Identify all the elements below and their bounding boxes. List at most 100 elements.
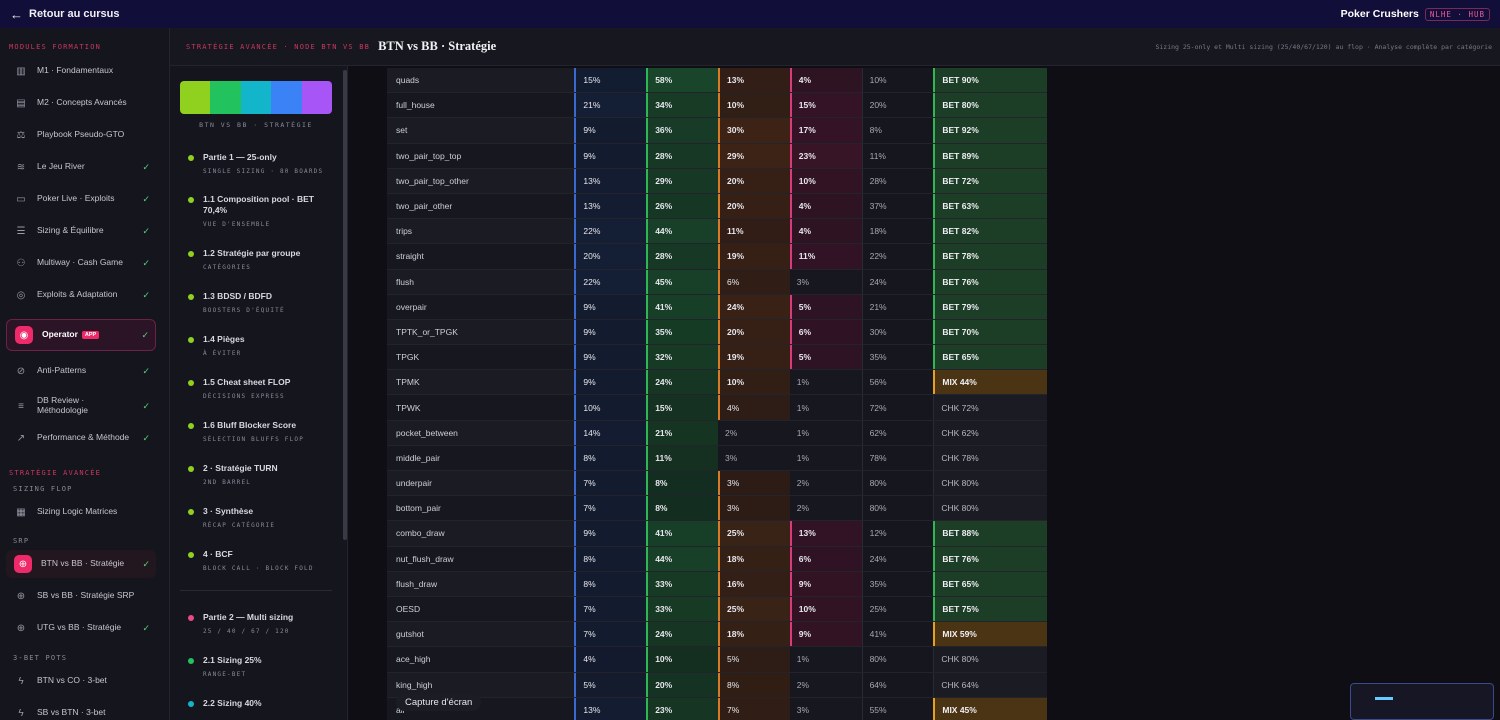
toc-item-title[interactable]: Partie 1 — 25-only <box>203 152 277 162</box>
sidebar-item[interactable]: ϟ SB vs BTN · 3-bet <box>6 699 156 720</box>
screenshot-thumbnail[interactable] <box>1350 683 1494 720</box>
value-cell: 1% <box>789 370 862 395</box>
value-cell: 3% <box>789 697 862 720</box>
toc-item-subtitle: SINGLE SIZING · 80 BOARDS <box>203 168 324 175</box>
toc-item[interactable]: 1.4 Pièges À ÉVITER <box>188 334 333 357</box>
toc-item[interactable]: 3 · Synthèse RÉCAP CATÉGORIE <box>188 506 333 529</box>
check-icon: ✓ <box>142 400 150 411</box>
toc-item-title[interactable]: 1.2 Stratégie par groupe <box>203 248 301 258</box>
toc-item[interactable]: 2.1 Sizing 25% RANGE-BET <box>188 655 333 678</box>
toc-item[interactable]: 4 · BCF BLOCK CALL · BLOCK FOLD <box>188 549 333 572</box>
verdict-cell: BET 76% <box>933 269 1048 294</box>
trend-icon: ↗ <box>16 432 26 444</box>
sidebar-item-label: Sizing & Équilibre <box>37 225 133 236</box>
sidebar-item[interactable]: ⊕ UTG vs BB · Stratégie ✓ <box>6 614 156 642</box>
value-cell: 10% <box>718 93 790 118</box>
sidebar-item-text: BTN vs BB · Stratégie <box>41 558 125 569</box>
toc-item-title[interactable]: 1.4 Pièges <box>203 334 245 344</box>
status-dot-icon <box>188 423 194 429</box>
check-icon: ✓ <box>141 329 149 340</box>
verdict-cell: BET 80% <box>933 93 1048 118</box>
value-cell: 16% <box>718 571 790 596</box>
toc-item[interactable]: Partie 1 — 25-only SINGLE SIZING · 80 BOA… <box>188 152 333 175</box>
sidebar-item[interactable]: ϟ BTN vs CO · 3-bet <box>6 667 156 695</box>
value-cell: 21% <box>574 93 647 118</box>
sidebar-item-text: Multiway · Cash Game <box>37 257 123 268</box>
sidebar-item-text: Sizing & Équilibre <box>37 225 104 236</box>
toc-item-subtitle: RÉCAP CATÉGORIE <box>203 522 276 529</box>
sidebar-item[interactable]: ⊕ BTN vs BB · Stratégie ✓ <box>6 550 156 578</box>
toc-item[interactable]: 2.2 Sizing 40% <box>188 698 333 714</box>
toc-item-title[interactable]: 2 · Stratégie TURN <box>203 463 278 473</box>
toc-item[interactable]: 1.6 Bluff Blocker Score SÉLECTION BLUFFS … <box>188 420 333 443</box>
screenshot-toast[interactable]: Capture d'écran <box>396 694 482 711</box>
sidebar-item[interactable]: ≡ DB Review · Méthodologie ✓ <box>6 390 156 422</box>
value-cell: 37% <box>861 193 934 219</box>
category-cell: set <box>387 118 575 143</box>
sidebar-item[interactable]: ↗ Performance & Méthode ✓ <box>6 424 156 452</box>
value-cell: 41% <box>861 622 934 647</box>
value-cell: 3% <box>789 269 862 294</box>
value-cell: 36% <box>646 118 718 143</box>
value-cell: 11% <box>646 445 718 470</box>
verdict-cell: MIX 45% <box>933 697 1048 720</box>
tickets-icon: ▭ <box>16 193 26 205</box>
sidebar-item[interactable]: ☰ Sizing & Équilibre ✓ <box>6 217 156 245</box>
toc-item-subtitle: 2ND BARREL <box>203 479 252 486</box>
verdict-cell: BET 75% <box>933 596 1048 622</box>
toc-item-title[interactable]: 1.6 Bluff Blocker Score <box>203 420 297 430</box>
toc-scrollbar[interactable] <box>343 70 347 540</box>
sidebar-item[interactable]: ≋ Le Jeu River ✓ <box>6 153 156 181</box>
toc-item[interactable]: 1.5 Cheat sheet FLOP DÉCISIONS EXPRESS <box>188 377 333 400</box>
back-to-course-button[interactable]: ← Retour au cursus <box>10 7 119 22</box>
sidebar-item-text: Anti-Patterns <box>37 365 87 376</box>
table-row: OESD 7% 33% 25% 10% 25% BET 75% <box>387 596 1048 623</box>
value-cell: 62% <box>861 420 934 445</box>
value-cell: 4% <box>718 395 790 420</box>
table-row: TPMK 9% 24% 10% 1% 56% MIX 44% <box>387 370 1048 396</box>
value-cell: 15% <box>574 68 647 93</box>
sidebar-item[interactable]: ▭ Poker Live · Exploits ✓ <box>6 185 156 213</box>
swatch-block <box>180 81 211 114</box>
sidebar-item[interactable]: ▤ M2 · Concepts Avancés <box>6 89 156 117</box>
toc-item-title[interactable]: 2.1 Sizing 25% <box>203 655 262 665</box>
toc-item[interactable]: 1.2 Stratégie par groupe CATÉGORIES <box>188 248 333 271</box>
sidebar-item-label: Le Jeu River <box>37 161 133 172</box>
sidebar-item[interactable]: ◉ Operator APP ✓ <box>6 319 156 351</box>
category-cell: gutshot <box>387 622 575 647</box>
verdict-cell: CHK 62% <box>933 420 1047 445</box>
value-cell: 29% <box>718 143 790 168</box>
toc-item[interactable]: 1.3 BDSD / BDFD BOOSTERS D'ÉQUITÉ <box>188 291 333 314</box>
sidebar-item[interactable]: ▥ M1 · Fondamentaux <box>6 57 156 85</box>
sidebar-item[interactable]: ⚇ Multiway · Cash Game ✓ <box>6 249 156 277</box>
toc-item-title[interactable]: 1.5 Cheat sheet FLOP <box>203 377 291 387</box>
toc-item-title[interactable]: 2.2 Sizing 40% <box>203 698 262 708</box>
sidebar-item[interactable]: ⚖ Playbook Pseudo-GTO <box>6 121 156 149</box>
value-cell: 2% <box>718 420 790 445</box>
toc-item-title[interactable]: 1.1 Composition pool · BET 70,4% <box>203 194 314 215</box>
check-icon: ✓ <box>142 432 150 443</box>
toc-item[interactable]: 2 · Stratégie TURN 2ND BARREL <box>188 463 333 486</box>
table-row: TPWK 10% 15% 4% 1% 72% CHK 72% <box>387 395 1047 421</box>
sidebar-item[interactable]: ⊘ Anti-Patterns ✓ <box>6 357 156 385</box>
sidebar-item-text: M1 · Fondamentaux <box>37 65 114 76</box>
toc-item-title[interactable]: Partie 2 — Multi sizing <box>203 612 294 622</box>
sidebar-item[interactable]: ⊕ SB vs BB · Stratégie SRP <box>6 582 156 610</box>
value-cell: 22% <box>574 269 647 294</box>
verdict-cell: BET 79% <box>933 294 1048 319</box>
sidebar-item[interactable]: ◎ Exploits & Adaptation ✓ <box>6 281 156 309</box>
value-cell: 11% <box>861 143 934 168</box>
table-row: set 9% 36% 30% 17% 8% BET 92% <box>387 118 1048 144</box>
toc-item-title[interactable]: 1.3 BDSD / BDFD <box>203 291 272 301</box>
toc-item[interactable]: 1.1 Composition pool · BET 70,4% VUE D'EN… <box>188 194 333 228</box>
verdict-cell: BET 72% <box>933 168 1048 193</box>
category-cell: TPTK_or_TPGK <box>387 319 575 345</box>
value-cell: 11% <box>718 219 790 244</box>
toc-item-title[interactable]: 4 · BCF <box>203 549 233 559</box>
value-cell: 24% <box>646 370 718 395</box>
value-cell: 18% <box>861 219 934 244</box>
toc-item[interactable]: Partie 2 — Multi sizing 25 / 40 / 67 / 12… <box>188 612 333 635</box>
toc-item-title[interactable]: 3 · Synthèse <box>203 506 254 516</box>
sidebar-item[interactable]: ▦ Sizing Logic Matrices <box>6 498 156 526</box>
table-row: pocket_between 14% 21% 2% 1% 62% CHK 62% <box>387 420 1047 446</box>
